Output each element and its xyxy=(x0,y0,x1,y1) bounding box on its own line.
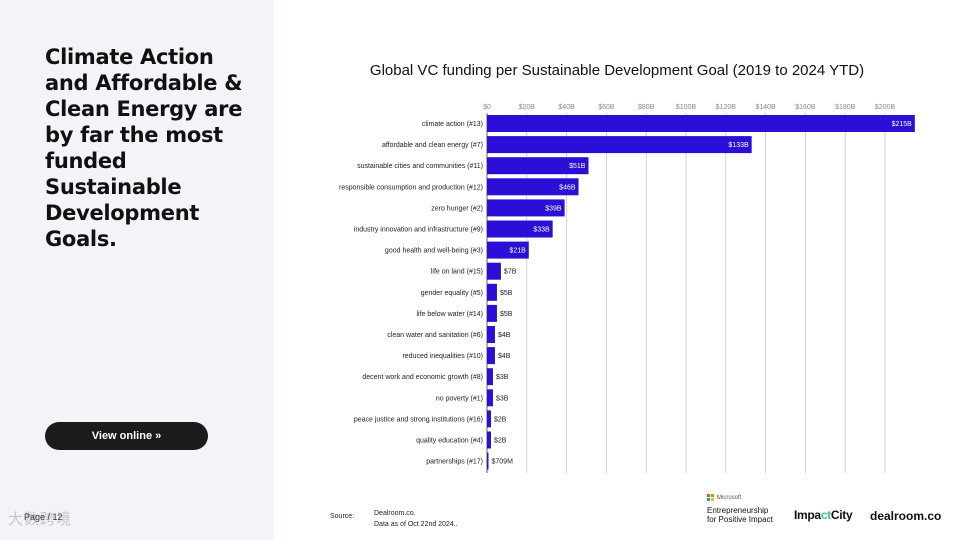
bar xyxy=(487,410,491,428)
data-label: $5B xyxy=(500,290,513,297)
data-label: $133B xyxy=(728,142,749,149)
x-tick-label: $200B xyxy=(875,104,896,111)
x-tick-label: $20B xyxy=(519,104,536,111)
bar xyxy=(487,178,579,196)
microsoft-logo: Microsoft xyxy=(707,494,741,501)
bar xyxy=(487,368,493,386)
category-label: quality education (#4) xyxy=(416,438,483,445)
data-label: $51B xyxy=(569,163,586,170)
data-label: $39B xyxy=(545,205,562,212)
category-label: gender equality (#5) xyxy=(421,290,483,297)
data-label: $215B xyxy=(892,121,913,128)
category-label: decent work and economic growth (#8) xyxy=(362,374,483,381)
category-label: clean water and sanitation (#6) xyxy=(387,332,483,339)
category-label: reduced inequalities (#10) xyxy=(402,353,483,360)
category-label: no poverty (#1) xyxy=(436,395,483,402)
x-tick-label: $120B xyxy=(716,104,737,111)
x-tick-label: $140B xyxy=(755,104,776,111)
data-label: $709M xyxy=(492,459,514,466)
category-label: affordable and clean energy (#7) xyxy=(382,142,483,149)
efpi-text: Entrepreneurship for Positive Impact xyxy=(707,506,773,524)
data-label: $33B xyxy=(533,227,550,234)
category-label: life on land (#15) xyxy=(431,269,483,276)
x-tick-label: $0 xyxy=(483,104,491,111)
headline: Climate Action and Affordable & Clean En… xyxy=(45,45,243,251)
efpi-line: Entrepreneurship xyxy=(707,506,769,515)
bar xyxy=(487,304,497,322)
category-label: responsible consumption and production (… xyxy=(339,184,483,191)
dealroom-logo: dealroom.co xyxy=(870,509,942,523)
bar xyxy=(487,199,565,217)
bar xyxy=(487,283,497,301)
impactcity-text-c: City xyxy=(830,508,853,522)
category-label: life below water (#14) xyxy=(416,311,483,318)
category-label: peace justice and strong institutions (#… xyxy=(354,416,483,423)
left-panel xyxy=(0,0,274,540)
category-label: sustainable cities and communities (#11) xyxy=(357,163,483,170)
data-label: $5B xyxy=(500,311,513,318)
data-label: $4B xyxy=(498,353,511,360)
bar xyxy=(487,115,915,132)
impactcity-logo: ImpactCity xyxy=(794,508,853,522)
data-label: $21B xyxy=(509,248,526,255)
data-label: $3B xyxy=(496,395,509,402)
efpi-line: for Positive Impact xyxy=(707,515,773,524)
category-label: industry innovation and infrastructure (… xyxy=(354,227,483,234)
bar xyxy=(487,136,752,154)
source-line: Data as of Oct 22nd 2024.. xyxy=(374,521,458,528)
category-label: climate action (#13) xyxy=(422,121,483,128)
x-tick-label: $100B xyxy=(676,104,697,111)
bar xyxy=(487,241,529,259)
watermark: 大数跨境 xyxy=(8,510,73,528)
data-label: $2B xyxy=(494,438,507,445)
x-tick-label: $40B xyxy=(558,104,575,111)
microsoft-logo-icon xyxy=(707,494,714,501)
source-text: Dealroom.co. Data as of Oct 22nd 2024.. xyxy=(374,508,458,530)
category-label: partnerships (#17) xyxy=(426,459,483,466)
impactcity-text-a: Impa xyxy=(794,508,821,522)
data-label: $4B xyxy=(498,332,511,339)
bar xyxy=(487,389,493,407)
bar xyxy=(487,326,495,343)
data-label: $3B xyxy=(496,374,509,381)
data-label: $46B xyxy=(559,184,576,191)
x-tick-label: $160B xyxy=(795,104,816,111)
bar xyxy=(487,452,489,470)
bar xyxy=(487,220,553,238)
x-tick-label: $180B xyxy=(835,104,856,111)
bar xyxy=(487,157,589,175)
data-label: $2B xyxy=(494,416,507,423)
category-label: good health and well-being (#3) xyxy=(385,248,483,255)
chart-title: Global VC funding per Sustainable Develo… xyxy=(369,62,865,79)
data-label: $7B xyxy=(504,269,517,276)
x-tick-label: $80B xyxy=(638,104,655,111)
impactcity-text-b: ct xyxy=(820,508,831,522)
page-number: Page / 12 xyxy=(24,512,63,522)
source-line: Dealroom.co. xyxy=(374,510,416,517)
bar xyxy=(487,347,495,365)
bar xyxy=(487,262,501,280)
view-online-button[interactable]: View online » xyxy=(45,422,208,450)
microsoft-text: Microsoft xyxy=(717,494,742,501)
category-label: zero hunger (#2) xyxy=(431,205,483,212)
bar xyxy=(487,431,491,449)
x-tick-label: $60B xyxy=(598,104,615,111)
source-label: Source: xyxy=(330,513,355,520)
